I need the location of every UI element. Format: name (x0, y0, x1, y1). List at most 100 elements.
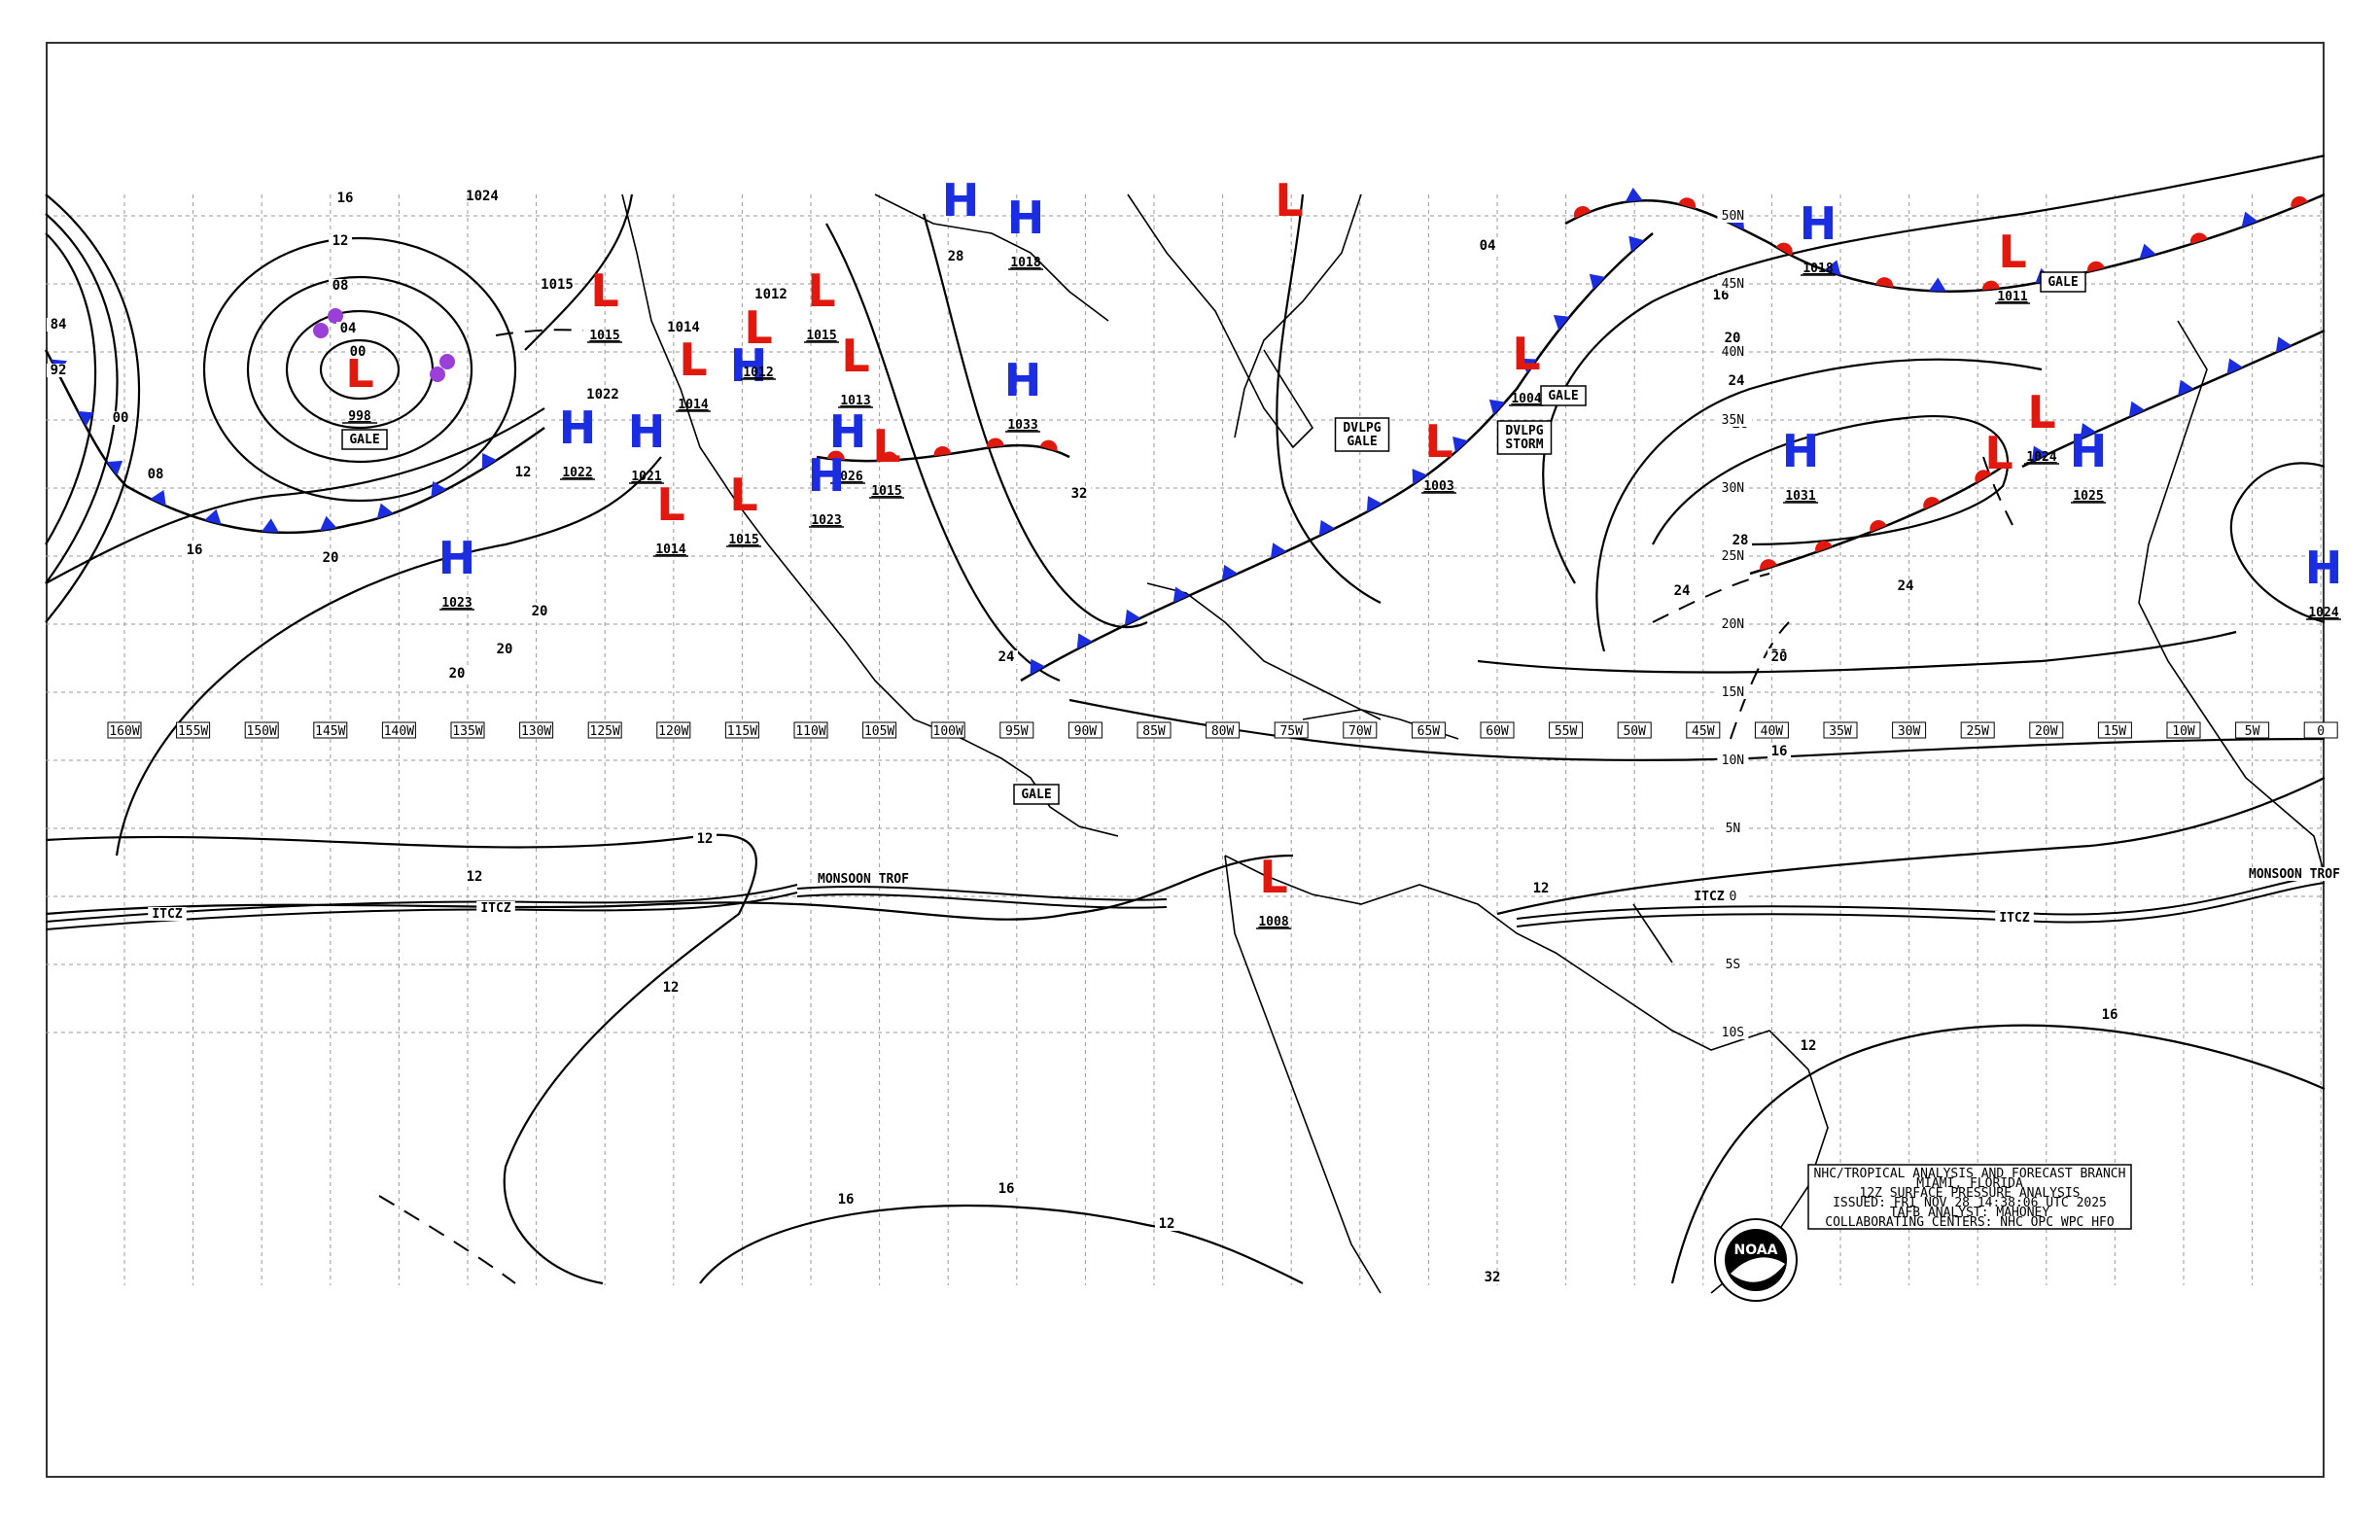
latitude-label: 50N (1722, 209, 1744, 224)
longitude-label-box (1686, 721, 1721, 739)
longitude-label-box (176, 721, 211, 739)
high-pressure-value: 1021 (631, 470, 661, 484)
cold-front-symbol (2241, 211, 2258, 228)
isobar-label: 00 (113, 410, 129, 426)
high-pressure-value: 1023 (441, 596, 472, 611)
cold-front-symbol (2226, 358, 2244, 375)
isobar-label: 12 (332, 233, 349, 249)
latitude-label-bg (1717, 411, 1749, 427)
longitude-label-box (450, 721, 485, 739)
warm-front-symbol (1039, 439, 1058, 452)
isobar-label-bg (759, 288, 783, 301)
isobar-label-bg (659, 981, 682, 995)
feature-label-bg (476, 901, 515, 915)
longitude-label: 15W (2104, 724, 2127, 739)
warm-front-symbol (880, 451, 898, 462)
cold-front-symbol (1589, 273, 1606, 290)
isobar-label-bg (329, 234, 352, 248)
low-pressure-center: L (1984, 427, 2012, 479)
feature-label-bg (811, 872, 916, 886)
isobar-label: 16 (838, 1192, 855, 1208)
longitude-label-box (1137, 721, 1172, 739)
longitude-label: 30W (1898, 724, 1921, 739)
warm-front-symbol (986, 438, 1004, 448)
feature-labels: ITCZ ITCZ MONSOON TROF ITCZ ITCZ MONSOON TROF (148, 867, 2347, 926)
isobar-label-bg (1721, 332, 1744, 345)
latitude-label-bg (1717, 956, 1749, 971)
isobars (45, 154, 2326, 1285)
feature-label: ITCZ (1999, 911, 2029, 926)
latitude-label: 20N (1722, 617, 1744, 632)
latitude-label: 25N (1722, 549, 1744, 564)
isobar-label: 16 (1713, 288, 1730, 303)
low-pressure-center: L (679, 333, 707, 386)
noaa-logo-text: NOAA (1734, 1242, 1778, 1258)
latitude-label-bg (1717, 207, 1749, 223)
warning-box (1540, 385, 1587, 406)
isobar-label-bg (545, 278, 569, 292)
title-line-4: ISSUED: FRI NOV 28 14:38:06 UTC 2025 (1833, 1196, 2107, 1210)
longitude-label: 155W (178, 724, 208, 739)
isobar-label: 04 (1480, 238, 1496, 254)
longitude-label-box (724, 721, 759, 739)
warning-text: GALE (1548, 389, 1578, 403)
isobar-label-bg (995, 650, 1018, 664)
low-pressure-value: 1014 (655, 542, 685, 557)
low-pressure-center: L (841, 330, 869, 382)
longitude-label-box (1823, 721, 1858, 739)
high-pressure-center: H (628, 405, 666, 458)
isobar-label-bg (493, 643, 516, 656)
isobar-label-bg (2098, 1008, 2121, 1022)
isobar-label-bg (672, 321, 695, 334)
occluded-front-symbol (313, 323, 329, 338)
latitude-label-bg (1717, 683, 1749, 699)
warm-front-symbol (2086, 261, 2105, 272)
latitude-label: 30N (1722, 481, 1744, 496)
latitude-label: 5S (1726, 958, 1741, 972)
isobar-label: 16 (187, 542, 203, 558)
low-pressure-value: 1015 (589, 329, 619, 343)
isobar-label-bg (995, 1182, 1018, 1196)
isobar-label: 24 (1674, 583, 1691, 599)
high-pressure-center: H (1800, 197, 1838, 250)
cold-front-symbol (1318, 519, 1335, 537)
longitude-label-box (1206, 721, 1241, 739)
isobar-label-bg (1725, 374, 1748, 388)
high-pressure-center: H (2070, 425, 2108, 477)
lat-lon-grid (46, 194, 2325, 1285)
longitude-label: 120W (658, 724, 688, 739)
cold-front-symbol (1824, 260, 1841, 276)
itcz-lines (45, 874, 2326, 930)
longitude-label-box (2029, 721, 2064, 739)
longitude-label-box (862, 721, 897, 739)
warning-text: GALE (2048, 275, 2078, 290)
warning-text: STORM (1505, 438, 1543, 452)
warm-front-symbol (1760, 559, 1777, 571)
cold-front-symbol (1521, 358, 1538, 374)
warning-text: DVLPG (1505, 424, 1543, 438)
longitude-label: 75W (1279, 724, 1303, 739)
longitude-label: 100W (933, 724, 963, 739)
isobar-label: 32 (1485, 1270, 1501, 1285)
title-line-1: NHC/TROPICAL ANALYSIS AND FORECAST BRANC… (1814, 1167, 2126, 1181)
feature-label: MONSOON TROF (818, 872, 909, 887)
longitude-label-box (1617, 721, 1652, 739)
isobar-label-bg (693, 832, 717, 846)
longitude-label: 0 (2317, 724, 2325, 739)
low-pressure-center: L (872, 420, 900, 472)
isobar-label-bg (445, 667, 469, 681)
cold-front-symbol (1625, 187, 1643, 202)
isobar-label: 92 (51, 363, 67, 378)
isobar-label-bg (346, 345, 369, 359)
low-pressure-center: L (2027, 386, 2055, 438)
latitude-label-bg (1717, 820, 1749, 835)
cold-front-symbol (77, 410, 94, 427)
high-pressure-center: H (559, 402, 597, 454)
isobar-label: 1015 (541, 277, 574, 293)
cold-front-symbol (2275, 336, 2292, 353)
longitude-label-box (1411, 721, 1446, 739)
longitude-label: 80W (1211, 724, 1235, 739)
longitude-label-box (1274, 721, 1309, 739)
warning-box (1496, 420, 1553, 455)
isobar-label: 24 (1729, 373, 1745, 389)
